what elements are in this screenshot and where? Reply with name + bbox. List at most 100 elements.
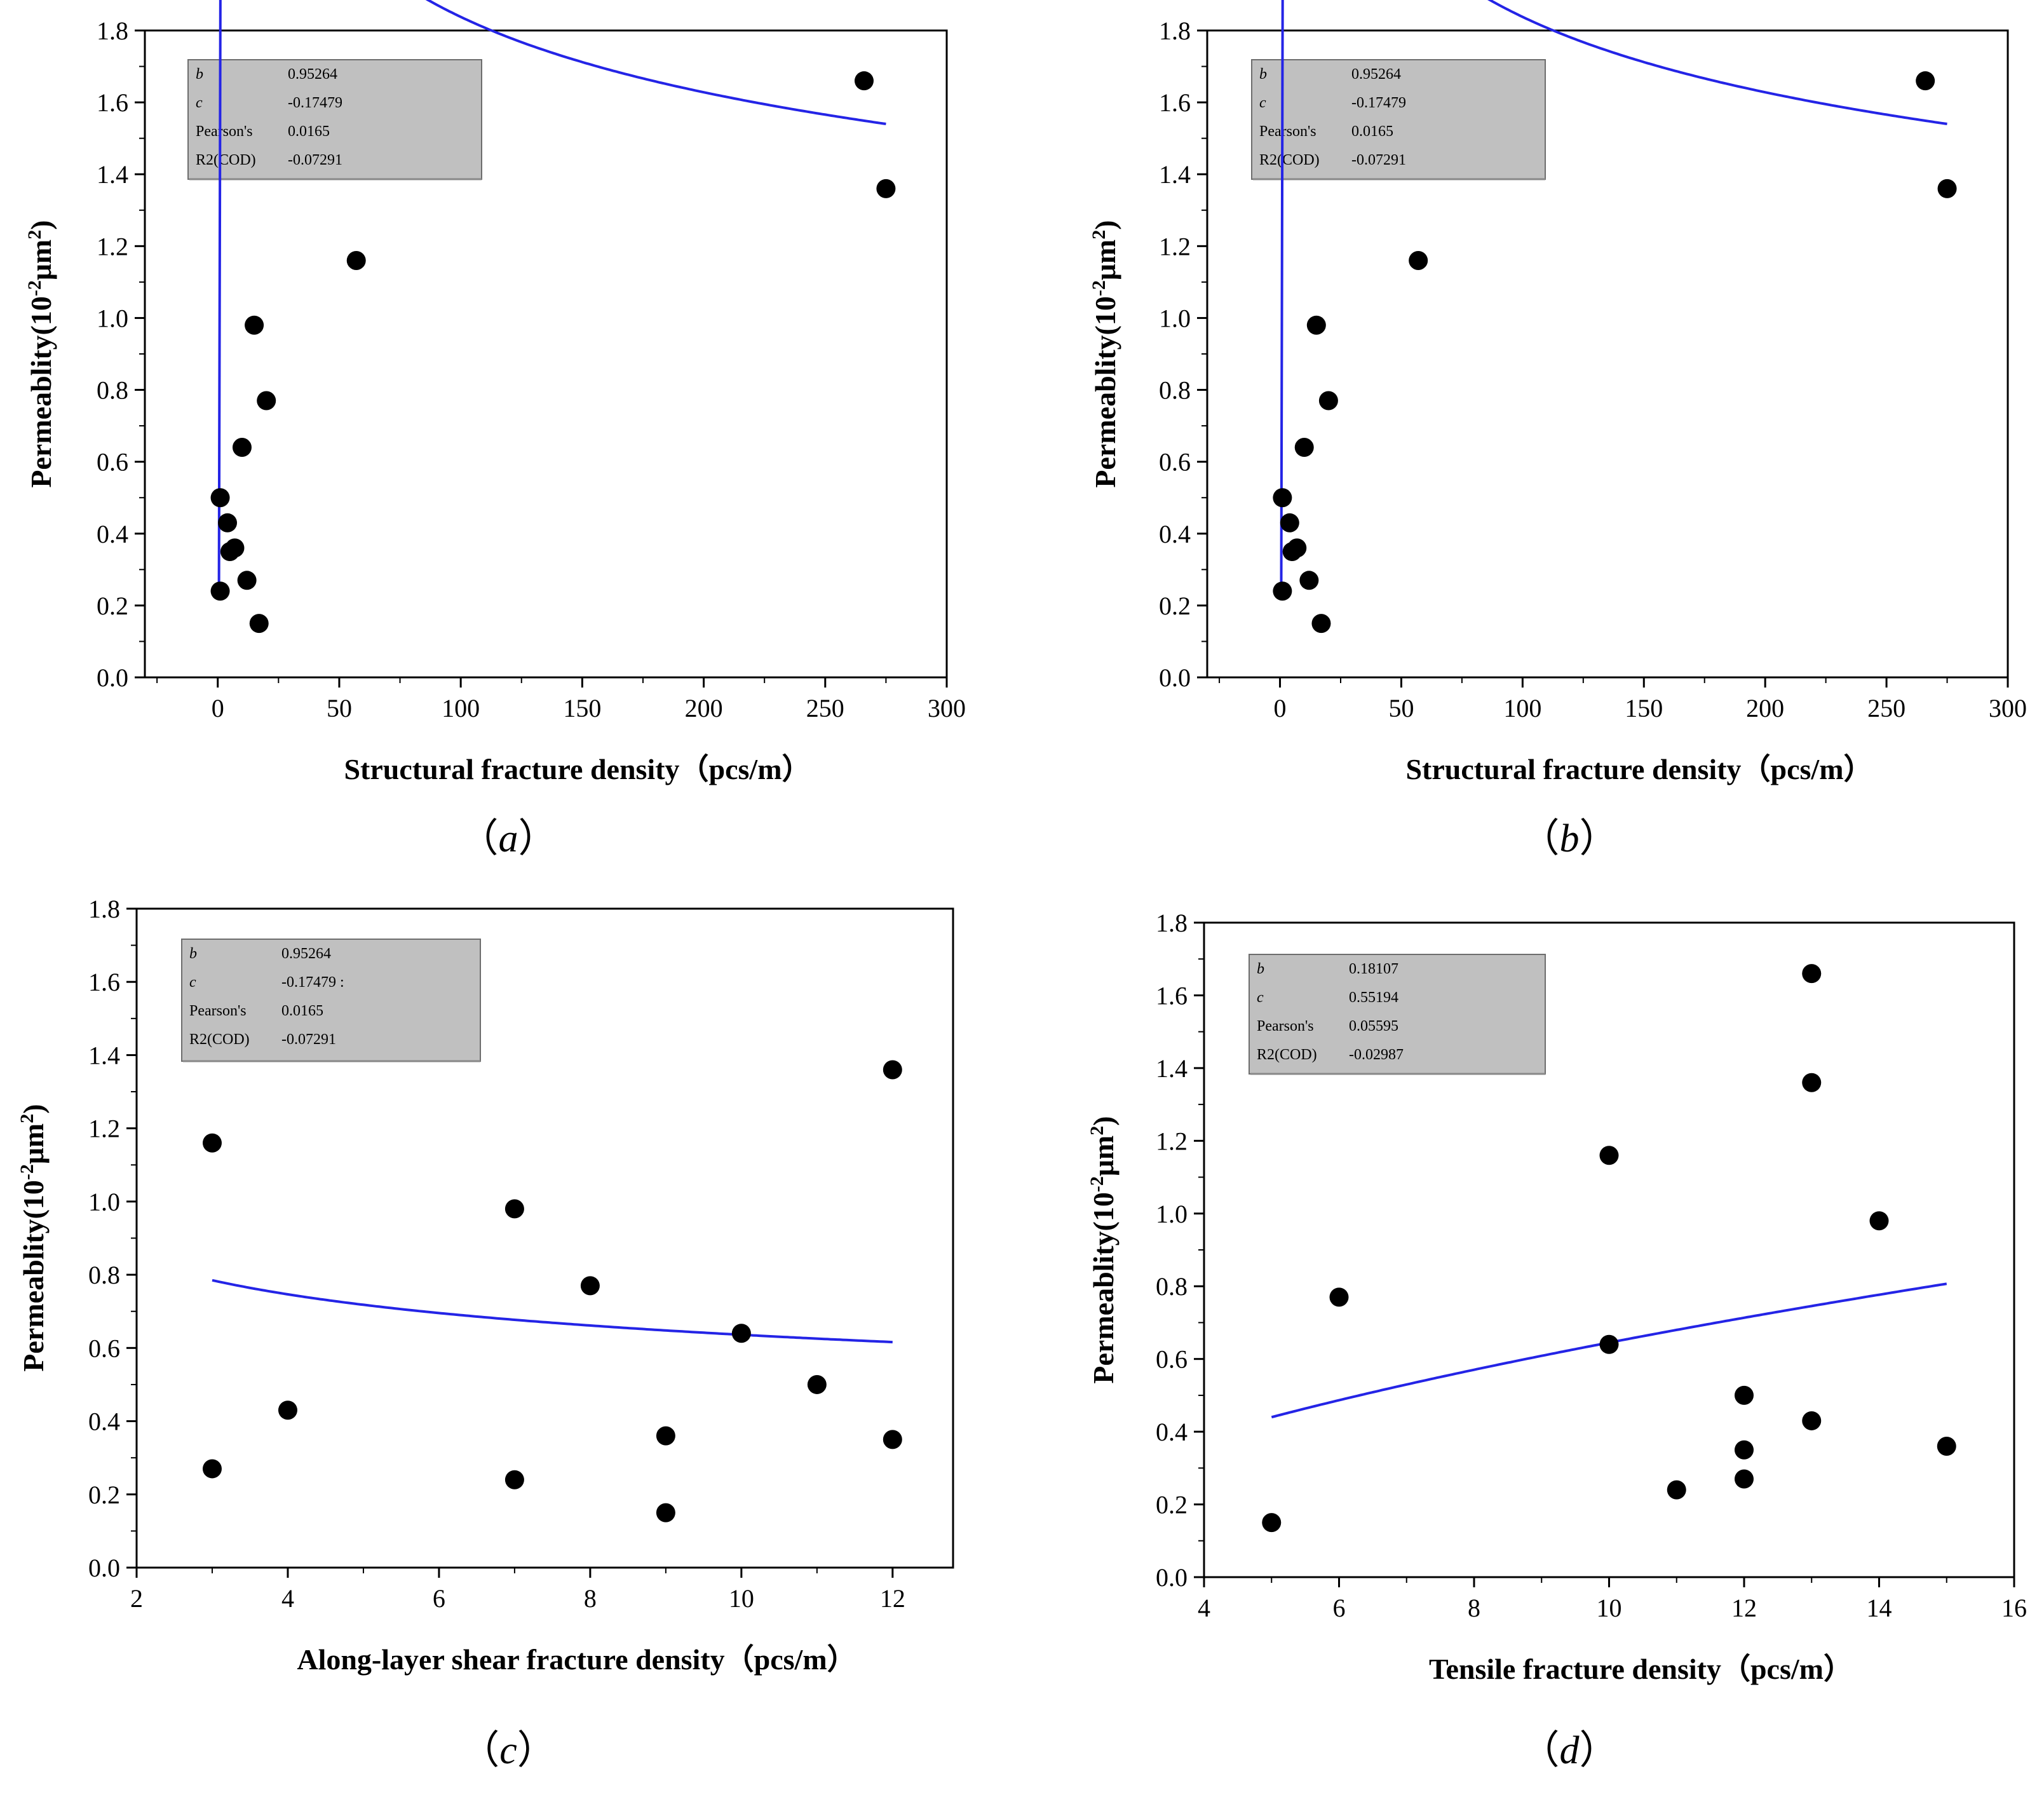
data-point bbox=[218, 513, 238, 532]
data-point bbox=[580, 1276, 600, 1296]
x-axis-title: Structural fracture density（pcs/m） bbox=[1405, 753, 1872, 785]
data-point bbox=[883, 1060, 902, 1080]
x-tick-label: 150 bbox=[563, 694, 601, 722]
fit-stats-value: 0.05595 bbox=[1349, 1018, 1398, 1034]
data-point bbox=[225, 538, 245, 558]
y-tick-label: 0.4 bbox=[1159, 520, 1191, 548]
y-axis-title-part: μm bbox=[1089, 240, 1121, 280]
panel-caption: （a） bbox=[459, 817, 557, 860]
fit-stats-value: -0.02987 bbox=[1349, 1047, 1404, 1063]
y-axis-title-part: ) bbox=[17, 1104, 50, 1113]
y-tick-label: 1.4 bbox=[1159, 160, 1191, 189]
x-tick-label: 0 bbox=[212, 694, 224, 722]
fit-stats-key: c bbox=[196, 95, 203, 111]
caption-close: ） bbox=[518, 817, 558, 860]
fit-stats-value: 0.95264 bbox=[281, 946, 331, 962]
x-tick-label: 16 bbox=[2001, 1594, 2027, 1622]
caption-open: （ bbox=[1520, 1729, 1559, 1772]
y-tick-label: 0.6 bbox=[97, 448, 128, 477]
x-tick-label: 300 bbox=[1989, 694, 2027, 722]
y-tick-label: 1.0 bbox=[88, 1188, 120, 1216]
x-tick-label: 2 bbox=[130, 1584, 143, 1613]
y-tick-label: 1.2 bbox=[88, 1115, 120, 1143]
y-tick-label: 0.8 bbox=[88, 1261, 120, 1289]
data-point bbox=[232, 438, 252, 458]
fit-stats-key: b bbox=[1257, 961, 1264, 977]
x-tick-label: 14 bbox=[1867, 1594, 1892, 1622]
data-point bbox=[1735, 1469, 1754, 1489]
y-axis-title-part: 2 bbox=[1088, 230, 1109, 240]
panel-caption: （c） bbox=[460, 1729, 557, 1772]
x-tick-label: 150 bbox=[1625, 694, 1663, 722]
x-tick-label: 12 bbox=[880, 1584, 905, 1613]
data-point bbox=[1735, 1385, 1754, 1405]
y-tick-label: 0.0 bbox=[88, 1554, 120, 1582]
fit-stats-value: 0.95264 bbox=[1351, 66, 1401, 83]
x-tick-label: 6 bbox=[1333, 1594, 1346, 1622]
y-tick-label: 1.4 bbox=[97, 160, 128, 189]
x-tick-label: 10 bbox=[1597, 1594, 1622, 1622]
data-point bbox=[1294, 438, 1314, 458]
y-tick-label: 0.2 bbox=[88, 1481, 120, 1509]
fit-stats-key: R2(COD) bbox=[196, 152, 256, 168]
data-point bbox=[237, 571, 257, 590]
data-point bbox=[245, 315, 264, 335]
data-point bbox=[1937, 1437, 1956, 1456]
fit-stats-value: 0.0165 bbox=[1351, 123, 1393, 140]
data-point bbox=[1802, 964, 1822, 984]
y-tick-label: 0.2 bbox=[1159, 592, 1191, 620]
y-tick-label: 0.4 bbox=[1156, 1418, 1188, 1446]
x-tick-label: 10 bbox=[729, 1584, 754, 1613]
fit-stats-key: c bbox=[1257, 989, 1264, 1006]
y-tick-label: 0.8 bbox=[1156, 1272, 1188, 1301]
caption-close: ） bbox=[517, 1729, 557, 1772]
x-tick-label: 300 bbox=[928, 694, 966, 722]
data-point bbox=[1311, 614, 1331, 634]
x-tick-label: 6 bbox=[433, 1584, 445, 1613]
data-point bbox=[807, 1374, 827, 1394]
fit-curve bbox=[1280, 0, 1947, 588]
y-tick-label: 0.6 bbox=[1156, 1345, 1188, 1374]
y-tick-label: 1.6 bbox=[88, 968, 120, 996]
fit-stats-value: 0.0165 bbox=[281, 1003, 323, 1019]
y-tick-label: 1.2 bbox=[97, 232, 128, 261]
y-tick-label: 1.4 bbox=[1156, 1054, 1188, 1083]
caption-letter: b bbox=[1560, 817, 1580, 860]
fit-stats-value: 0.18107 bbox=[1349, 961, 1398, 977]
y-tick-label: 1.2 bbox=[1156, 1127, 1188, 1155]
x-tick-label: 12 bbox=[1731, 1594, 1757, 1622]
y-tick-label: 0.0 bbox=[1156, 1563, 1188, 1592]
y-axis-title-part: -2 bbox=[17, 1164, 37, 1180]
x-tick-label: 8 bbox=[1468, 1594, 1480, 1622]
x-tick-label: 4 bbox=[1198, 1594, 1210, 1622]
x-axis-title: Tensile fracture density（pcs/m） bbox=[1429, 1653, 1853, 1685]
x-axis-title: Along-layer shear fracture density（pcs/m… bbox=[297, 1643, 856, 1676]
y-axis-title-part: ) bbox=[1087, 1116, 1120, 1125]
panel-caption: （d） bbox=[1520, 1729, 1618, 1772]
data-point bbox=[210, 581, 230, 601]
fit-stats-box bbox=[187, 59, 482, 180]
y-tick-label: 0.4 bbox=[97, 520, 128, 548]
caption-close: ） bbox=[1580, 1729, 1619, 1772]
caption-open: （ bbox=[459, 817, 498, 860]
panel-a: 0.0 0.2 0.4 0.6 0.8 1.0 1.2 1.4 1.6 1.8 0 50 100 150 2… bbox=[24, 0, 966, 860]
x-tick-label: 4 bbox=[281, 1584, 294, 1613]
fit-stats-key: c bbox=[189, 974, 196, 991]
y-tick-label: 0.8 bbox=[1159, 376, 1191, 405]
data-point bbox=[249, 614, 269, 634]
y-tick-label: 0.0 bbox=[97, 663, 128, 692]
y-tick-label: 0.6 bbox=[1159, 448, 1191, 477]
y-axis-title-part: -2 bbox=[1088, 280, 1109, 296]
y-axis-title-part: μm bbox=[1087, 1136, 1120, 1176]
data-point bbox=[1306, 315, 1326, 335]
fit-stats-key: b bbox=[196, 66, 203, 83]
y-tick-label: 0.6 bbox=[88, 1334, 120, 1362]
y-axis-title-part: μm bbox=[25, 240, 57, 280]
fit-stats-value: -0.07291 bbox=[288, 152, 342, 168]
fit-stats-key: R2(COD) bbox=[1259, 152, 1320, 168]
y-axis-title-part: 2 bbox=[24, 230, 45, 240]
data-point bbox=[1599, 1334, 1619, 1354]
data-point bbox=[656, 1426, 675, 1446]
x-tick-label: 50 bbox=[1388, 694, 1414, 722]
data-point bbox=[1299, 571, 1319, 590]
